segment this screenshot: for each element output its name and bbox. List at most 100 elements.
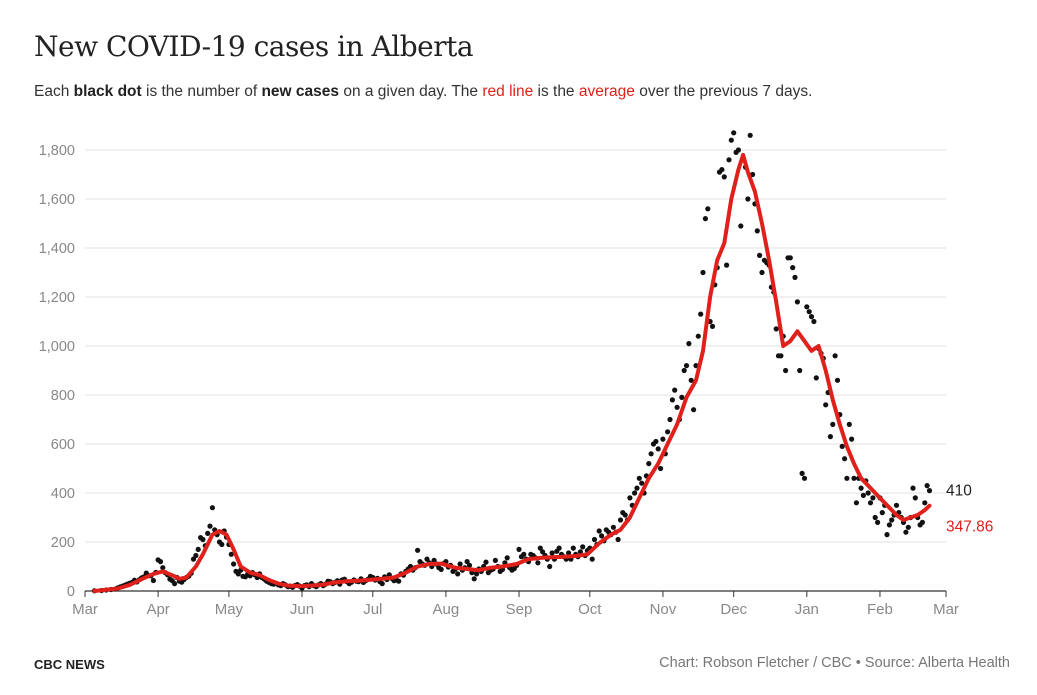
daily-case-dot xyxy=(912,495,918,501)
daily-case-dot xyxy=(457,561,463,567)
daily-case-dot xyxy=(792,274,798,280)
daily-case-dot xyxy=(759,269,765,276)
daily-case-dot xyxy=(830,421,836,427)
daily-case-dot xyxy=(627,495,633,501)
daily-case-dot xyxy=(757,252,763,258)
x-tick-label: Apr xyxy=(146,601,169,618)
daily-case-dot xyxy=(540,549,546,555)
x-tick-label: Sep xyxy=(506,601,533,618)
daily-case-dot xyxy=(695,333,701,339)
daily-case-dot xyxy=(811,318,817,325)
daily-case-dot xyxy=(799,470,805,476)
daily-case-dot xyxy=(875,519,881,526)
daily-case-dot xyxy=(415,547,421,553)
daily-case-dot xyxy=(665,429,671,435)
daily-case-dot xyxy=(549,550,555,556)
latest-cases-label: 410 xyxy=(946,483,972,500)
chart-title: New COVID-19 cases in Alberta xyxy=(34,30,474,63)
daily-case-dot xyxy=(842,456,848,462)
daily-case-dot xyxy=(679,394,685,400)
daily-case-dot xyxy=(492,557,498,564)
daily-case-dot xyxy=(615,536,621,543)
daily-case-dot xyxy=(872,514,878,521)
daily-case-dot xyxy=(622,512,628,518)
daily-case-dot xyxy=(808,314,815,320)
daily-case-dot xyxy=(660,436,666,442)
daily-case-dot xyxy=(754,228,760,234)
daily-case-dot xyxy=(889,517,895,523)
x-tick-label: Aug xyxy=(433,601,460,618)
daily-case-dot xyxy=(566,550,572,556)
y-tick-label: 400 xyxy=(51,486,75,502)
daily-case-dot xyxy=(893,502,900,508)
daily-case-dot xyxy=(195,546,201,553)
daily-case-dot xyxy=(424,556,430,562)
daily-case-dot xyxy=(879,509,885,516)
daily-case-dot xyxy=(738,223,744,229)
daily-case-dot xyxy=(858,485,864,491)
x-tick-label: Mar xyxy=(933,601,959,618)
x-tick-label: Jul xyxy=(363,601,382,618)
daily-case-dot xyxy=(787,255,793,261)
daily-case-dot xyxy=(504,555,510,561)
y-tick-label: 200 xyxy=(51,535,75,551)
y-tick-label: 1,000 xyxy=(39,339,75,355)
daily-case-dot xyxy=(790,265,796,271)
daily-case-dot xyxy=(580,544,586,550)
daily-case-dot xyxy=(658,465,664,472)
daily-case-dot xyxy=(455,571,461,577)
x-tick-label: Nov xyxy=(650,601,677,618)
daily-case-dot xyxy=(851,475,857,481)
daily-case-dot xyxy=(849,436,855,442)
red-line-text: red line xyxy=(482,83,534,100)
daily-case-dot xyxy=(834,377,841,383)
daily-case-dot xyxy=(709,323,716,329)
x-tick-label: Feb xyxy=(867,601,893,618)
daily-case-dot xyxy=(396,578,402,584)
daily-case-dot xyxy=(797,367,803,374)
daily-case-dot xyxy=(731,130,737,136)
daily-case-dot xyxy=(884,532,890,538)
latest-average-label: 347.86 xyxy=(946,519,993,536)
daily-case-dot xyxy=(724,262,730,268)
daily-case-dot xyxy=(905,524,911,530)
daily-case-dot xyxy=(860,492,867,498)
daily-case-dot xyxy=(474,571,480,577)
daily-case-dot xyxy=(646,461,652,467)
daily-case-dot xyxy=(728,137,734,143)
daily-case-dot xyxy=(839,443,845,449)
daily-case-dot xyxy=(160,565,166,571)
daily-case-dot xyxy=(823,402,829,408)
daily-case-dot xyxy=(910,485,916,491)
daily-case-dot xyxy=(867,500,874,506)
daily-case-dot xyxy=(672,387,678,393)
daily-case-dot xyxy=(466,562,473,568)
daily-case-dot xyxy=(556,545,562,551)
brand-label: CBC NEWS xyxy=(34,657,105,672)
daily-case-dot xyxy=(516,546,522,553)
seven-day-average-line xyxy=(92,152,932,593)
daily-case-dot xyxy=(589,556,595,562)
black-dot-text: black dot xyxy=(73,83,142,100)
x-tick-label: Mar xyxy=(72,601,98,618)
x-tick-label: May xyxy=(215,601,244,618)
daily-case-dot xyxy=(698,311,704,317)
daily-case-dot xyxy=(471,576,477,582)
daily-case-dot xyxy=(870,495,876,501)
daily-case-dot xyxy=(783,367,789,374)
new-cases-text: new cases xyxy=(261,83,340,100)
daily-case-dot xyxy=(231,561,237,567)
y-tick-label: 1,400 xyxy=(39,241,75,257)
y-axis-ticks: 0 200 400 600 800 1,000 1,200 1,400 1,600 1,800 xyxy=(39,143,75,600)
daily-case-dot xyxy=(172,581,178,587)
average-text: average xyxy=(578,83,635,100)
x-tick-label: Oct xyxy=(578,601,602,618)
daily-case-dot xyxy=(610,524,617,530)
daily-case-dot xyxy=(827,434,834,440)
daily-case-dot xyxy=(599,533,605,539)
daily-case-dot xyxy=(735,147,742,153)
daily-case-dot xyxy=(926,488,933,494)
daily-case-dot xyxy=(691,407,697,413)
daily-case-dot xyxy=(674,404,680,410)
